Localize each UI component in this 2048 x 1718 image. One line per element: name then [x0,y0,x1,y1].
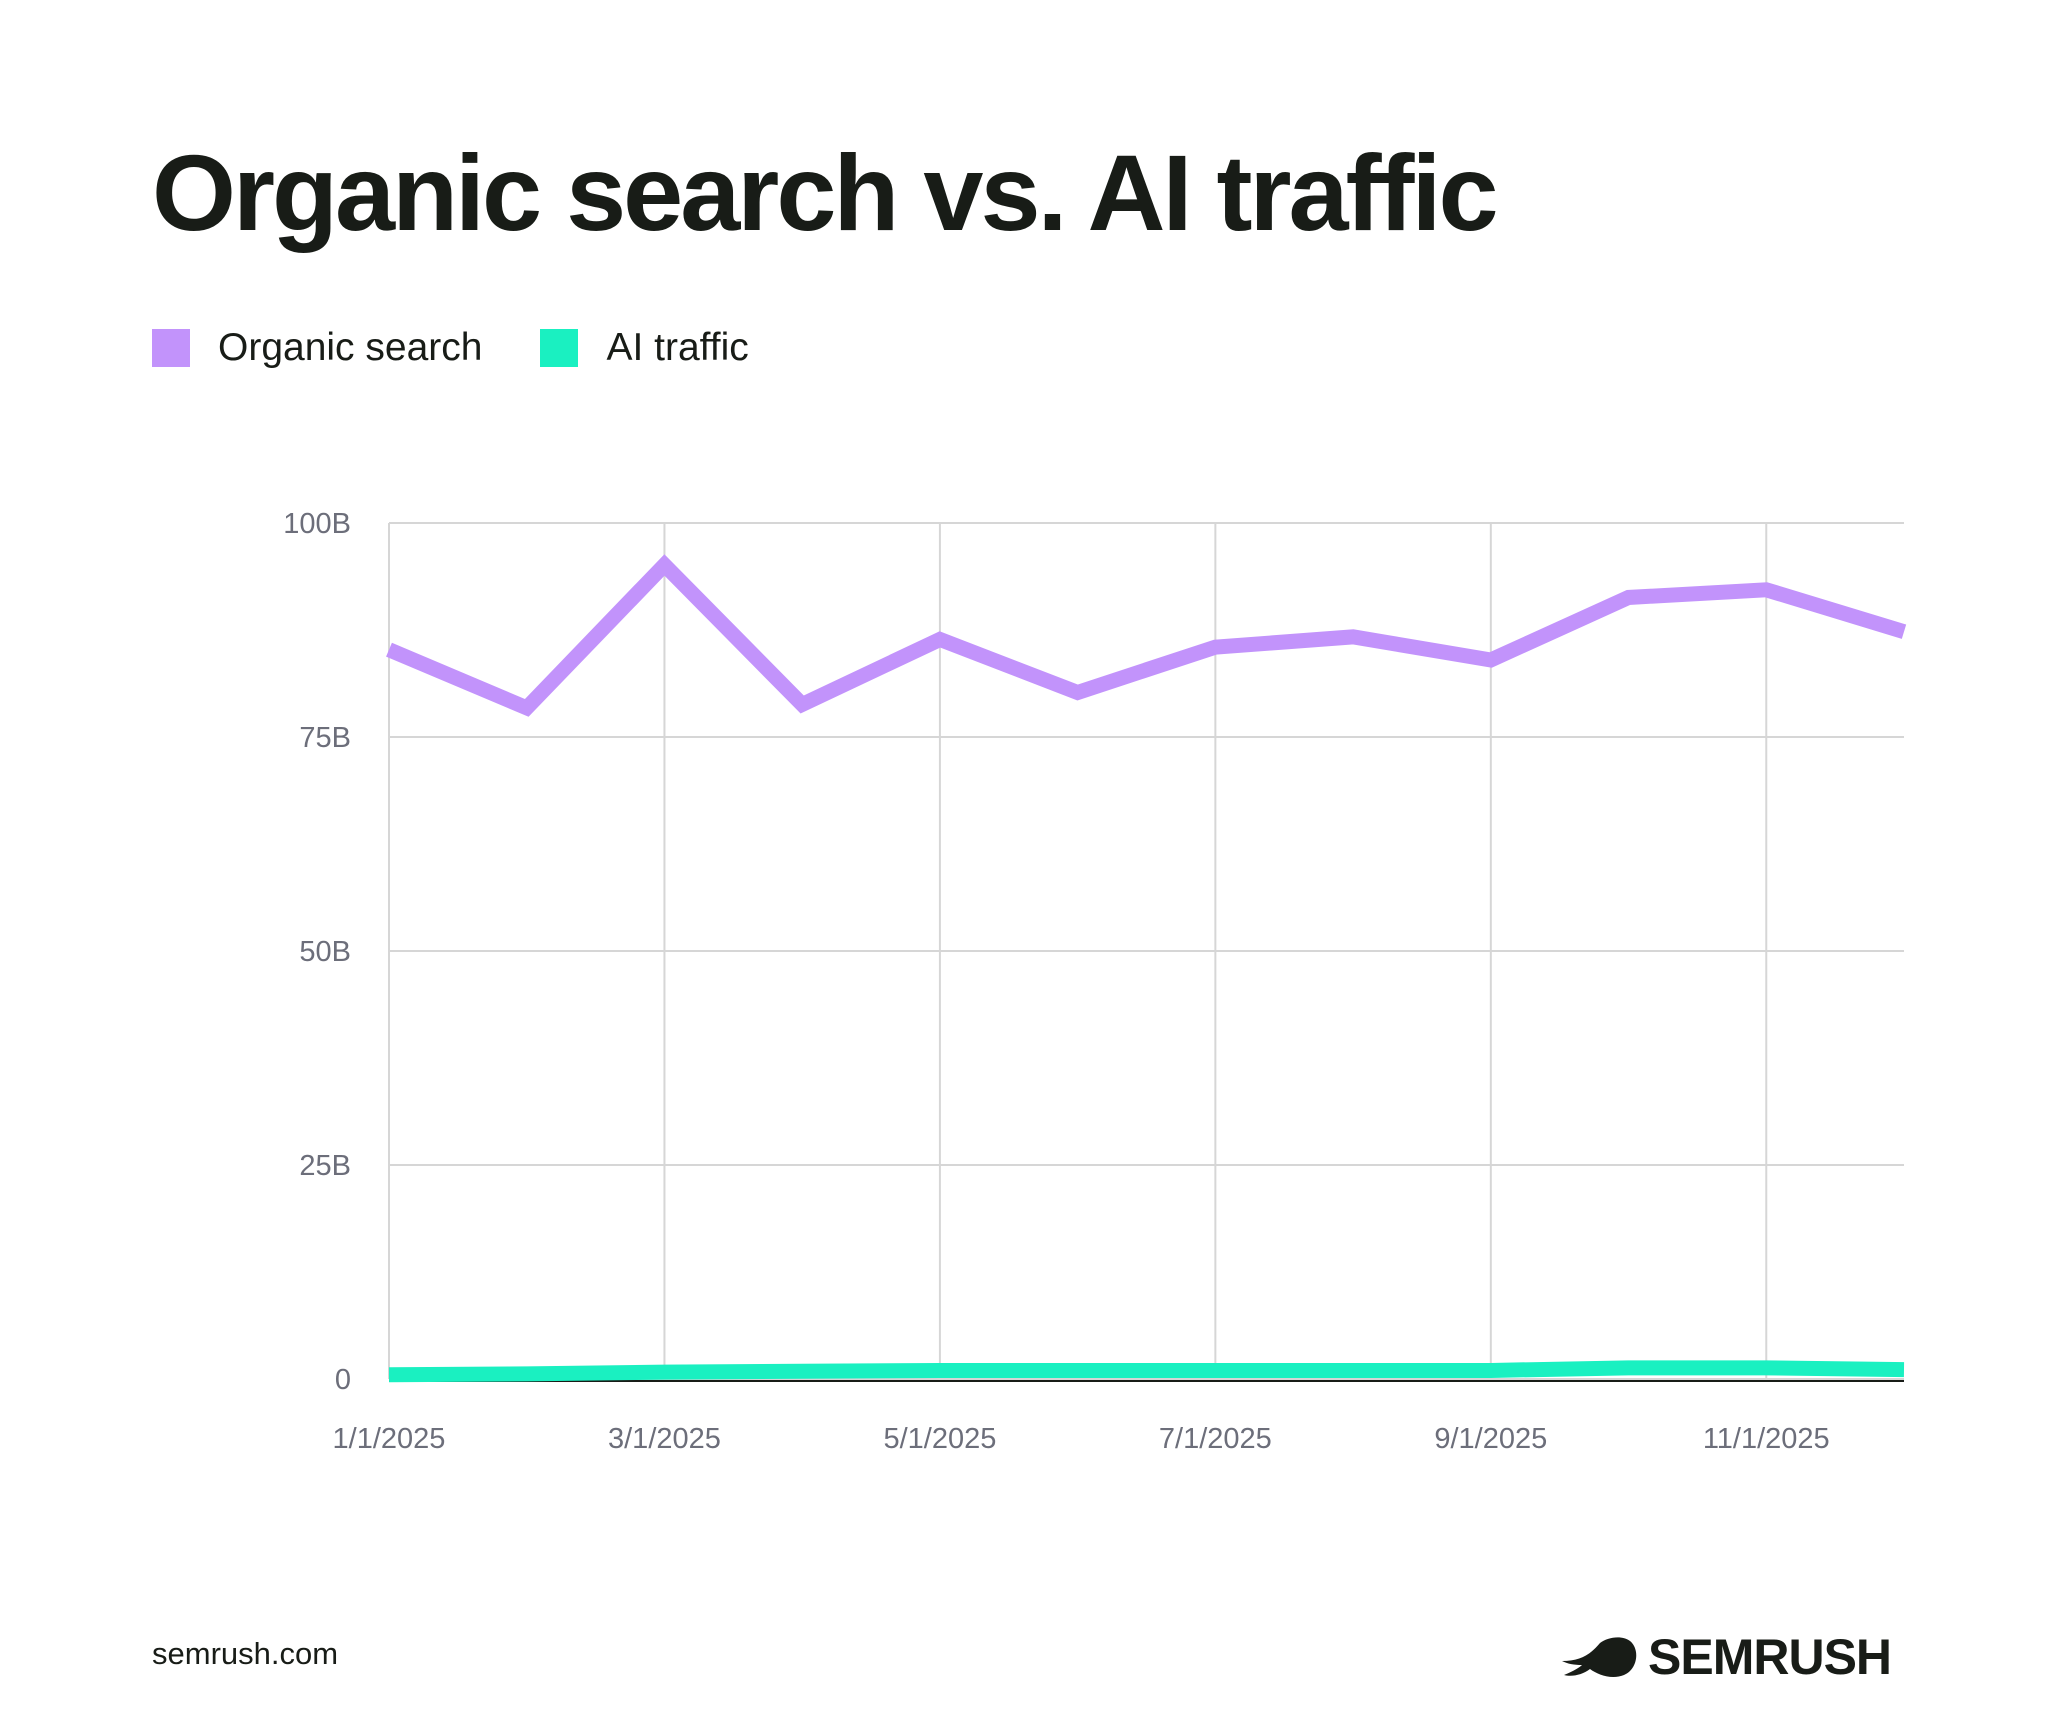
y-tick-label: 25B [299,1150,351,1182]
x-tick-label: 11/1/2025 [1703,1423,1830,1455]
chart-title: Organic search vs. AI traffic [152,132,1499,253]
legend-item-organic: Organic search [152,326,482,370]
y-tick-label: 50B [299,936,351,968]
legend-item-ai: AI traffic [540,326,749,370]
semrush-flame-icon [1562,1637,1637,1678]
series-line-ai [388,1360,1905,1383]
x-tick-label: 1/1/2025 [333,1423,446,1455]
legend-label-ai: AI traffic [606,326,749,369]
y-tick-label: 0 [335,1364,351,1396]
y-tick-label: 75B [299,722,351,754]
y-tick-label: 100B [283,508,351,540]
x-tick-label: 9/1/2025 [1434,1423,1547,1455]
x-tick-label: 3/1/2025 [608,1423,721,1455]
series-line-organic [386,554,1907,717]
x-tick-label: 7/1/2025 [1159,1423,1272,1455]
legend-label-organic: Organic search [218,326,483,369]
legend-swatch-ai [540,329,579,367]
legend-swatch-organic [152,329,190,367]
legend: Organic search AI traffic [152,326,749,370]
x-tick-label: 5/1/2025 [883,1423,996,1455]
logo-text: SEMRUSH [1648,1629,1892,1685]
semrush-logo: SEMRUSH [1560,1628,1892,1686]
footer-site: semrush.com [152,1636,339,1671]
